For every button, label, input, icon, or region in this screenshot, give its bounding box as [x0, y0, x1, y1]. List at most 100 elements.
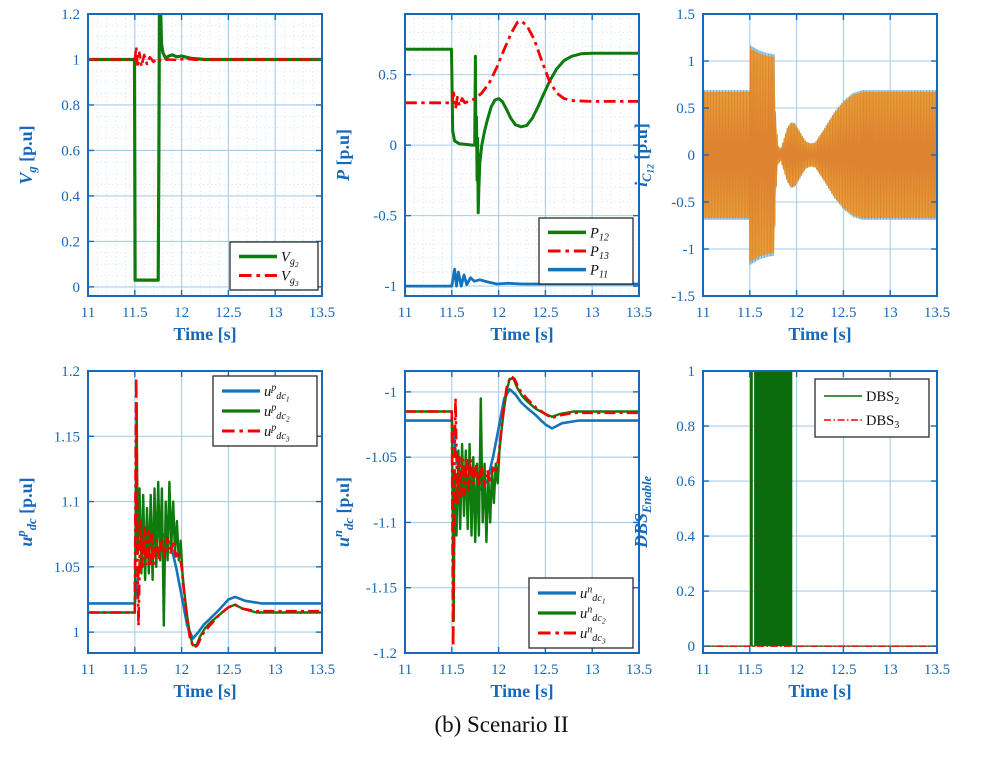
subplot-vg: 11 11.5 12 12.5 13 13.5 0 0.2 0.4 0.6 0.8 1 1.2 Time …	[2, 0, 338, 352]
svg-text:13.5: 13.5	[924, 305, 950, 321]
svg-text:0.4: 0.4	[676, 529, 695, 545]
svg-text:13.5: 13.5	[924, 662, 950, 678]
svg-text:1.5: 1.5	[676, 7, 695, 23]
svg-text:0.8: 0.8	[61, 98, 80, 114]
chart-canvas-udcn: 11 11.5 12 12.5 13 13.5 -1.2 -1.15 -1.1 -1.05 -1 Ti…	[331, 370, 652, 701]
y-axis-label: Vg [p.u]	[16, 125, 39, 184]
svg-text:0.8: 0.8	[676, 419, 695, 435]
svg-text:-1: -1	[683, 242, 696, 258]
series-group	[88, 376, 322, 650]
svg-text:-0.5: -0.5	[671, 195, 695, 211]
svg-text:12.5: 12.5	[532, 662, 558, 678]
tick-marks	[87, 370, 323, 653]
svg-text:13: 13	[585, 662, 600, 678]
svg-text:12: 12	[789, 662, 804, 678]
legend-label-1: Vg3	[281, 269, 299, 288]
svg-text:-1.15: -1.15	[366, 581, 397, 597]
svg-text:0.4: 0.4	[61, 189, 80, 205]
svg-text:0: 0	[688, 639, 696, 655]
y-axis-label: undc [p.u]	[331, 477, 356, 547]
svg-text:12: 12	[174, 662, 189, 678]
svg-text:1: 1	[73, 625, 81, 641]
tick-marks	[702, 13, 938, 297]
series-line-P13	[405, 19, 639, 110]
legend-label-2: P11	[589, 263, 608, 281]
x-axis-label: Time [s]	[173, 681, 236, 701]
axes-box	[702, 370, 938, 654]
series-group	[88, 14, 322, 282]
chart-canvas-vg: 11 11.5 12 12.5 13 13.5 0 0.2 0.4 0.6 0.8 1 1.2 Time …	[16, 7, 335, 344]
svg-text:12: 12	[491, 305, 506, 321]
legend-label-0: updc1	[264, 382, 290, 403]
legend-frame	[814, 378, 930, 438]
svg-text:13.5: 13.5	[626, 662, 652, 678]
svg-text:0.6: 0.6	[61, 144, 80, 160]
svg-text:0.6: 0.6	[676, 474, 695, 490]
axes-box	[87, 370, 323, 654]
legend-label-2: updc3	[264, 422, 290, 443]
tick-marks	[87, 13, 323, 296]
svg-text:13: 13	[268, 305, 283, 321]
svg-text:1.2: 1.2	[61, 364, 80, 380]
svg-text:1.1: 1.1	[61, 495, 80, 511]
series-line-P12	[405, 47, 639, 215]
series-line-udc-p-3	[88, 376, 322, 650]
subplot-udc-negative: 11 11.5 12 12.5 13 13.5 -1.2 -1.15 -1.1 -1.05 -1 Ti…	[319, 357, 655, 709]
svg-text:12.5: 12.5	[215, 662, 241, 678]
legend-label-0: DBS2	[866, 389, 899, 407]
svg-text:11: 11	[81, 305, 95, 321]
tick-labels: 11 11.5 12 12.5 13 13.5 -1 -0.5 0 0.5	[373, 68, 652, 321]
svg-text:11: 11	[81, 662, 95, 678]
svg-text:13: 13	[883, 662, 898, 678]
svg-text:11: 11	[696, 305, 710, 321]
svg-text:1: 1	[73, 53, 81, 69]
svg-text:-1: -1	[385, 279, 398, 295]
series-group	[703, 45, 937, 266]
svg-text:-0.5: -0.5	[373, 209, 397, 225]
svg-text:11.5: 11.5	[122, 662, 148, 678]
svg-text:12: 12	[789, 305, 804, 321]
svg-text:12.5: 12.5	[830, 305, 856, 321]
series-line-Vg2	[88, 14, 322, 282]
series-line-DBS2	[703, 371, 937, 647]
figure-caption: (b) Scenario II	[434, 712, 569, 737]
legend-label-0: Vg2	[281, 250, 299, 269]
band-texture-iC12-oscillation-band	[703, 48, 937, 263]
y-axis-label: P [p.u]	[333, 129, 353, 182]
svg-text:-1.1: -1.1	[373, 515, 397, 531]
x-axis-label: Time [s]	[788, 681, 851, 701]
series-line-udc-n-1	[405, 388, 639, 492]
subplot-dbs-enable: 11 11.5 12 12.5 13 13.5 0 0.2 0.4 0.6 0.8 1 Time [s]…	[617, 357, 953, 709]
series-line-udc-n-3	[405, 374, 639, 648]
x-axis-label: Time [s]	[173, 324, 236, 344]
series-group	[703, 371, 937, 647]
axes-box	[404, 13, 640, 297]
svg-text:11: 11	[398, 305, 412, 321]
legend-label-0: undc1	[580, 584, 606, 605]
svg-text:12: 12	[174, 305, 189, 321]
series-line-P11	[405, 267, 639, 288]
svg-text:-1.05: -1.05	[366, 450, 397, 466]
svg-text:13.5: 13.5	[626, 305, 652, 321]
legend-label-0: P12	[589, 225, 609, 243]
svg-text:12.5: 12.5	[830, 662, 856, 678]
svg-text:11.5: 11.5	[737, 662, 763, 678]
legend-frame	[229, 241, 319, 291]
subplot-p: 11 11.5 12 12.5 13 13.5 -1 -0.5 0 0.5 Time [s] P [p…	[319, 0, 655, 352]
svg-text:13: 13	[883, 305, 898, 321]
y-axis-label: DBSEnable	[631, 476, 654, 550]
series-group	[405, 374, 639, 648]
svg-text:1.15: 1.15	[54, 429, 80, 445]
tick-labels: 11 11.5 12 12.5 13 13.5 0 0.2 0.4 0.6 0.8 1	[676, 364, 950, 678]
svg-text:11.5: 11.5	[439, 662, 465, 678]
x-axis-label: Time [s]	[490, 681, 553, 701]
svg-text:13: 13	[585, 305, 600, 321]
svg-text:11.5: 11.5	[439, 305, 465, 321]
svg-text:-1.2: -1.2	[373, 646, 397, 662]
subplot-ic12: 11 11.5 12 12.5 13 13.5 -1.5 -1 -0.5 0 0.5 1 1.5 Time…	[617, 0, 953, 352]
chart-canvas-dbs: 11 11.5 12 12.5 13 13.5 0 0.2 0.4 0.6 0.8 1 Time [s]…	[631, 364, 950, 701]
